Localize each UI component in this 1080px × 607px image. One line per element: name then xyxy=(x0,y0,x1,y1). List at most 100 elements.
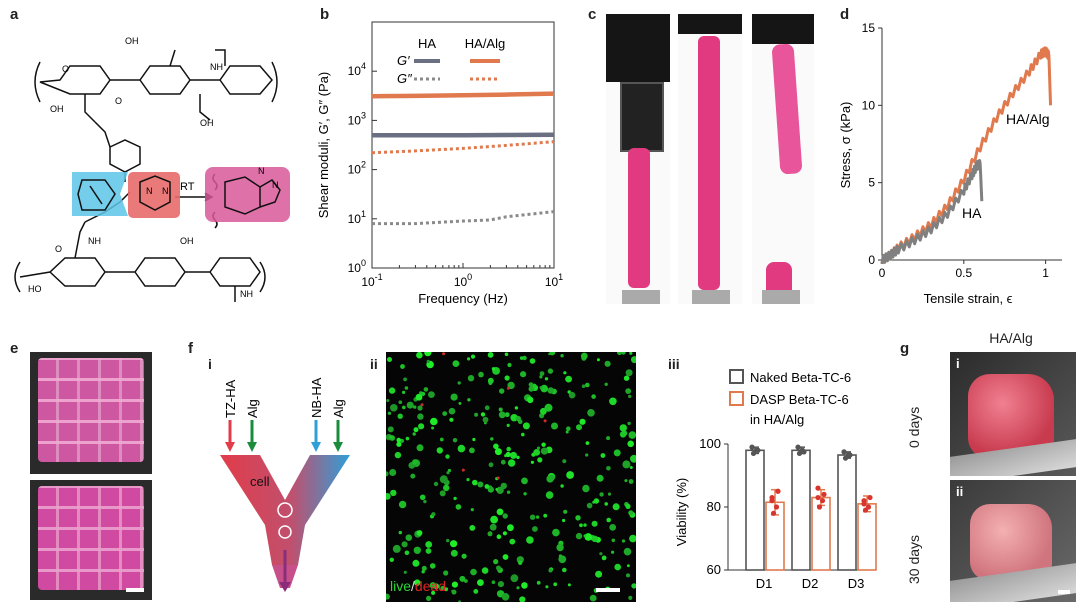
data-point xyxy=(755,447,761,453)
live-cell xyxy=(431,590,436,595)
data-point xyxy=(815,485,821,491)
live-cell xyxy=(583,523,587,527)
live-cell xyxy=(425,541,433,548)
live-cell xyxy=(428,391,435,398)
live-cell xyxy=(482,416,489,423)
live-cell xyxy=(493,559,499,565)
legend-row-gprime: G′ xyxy=(397,53,410,68)
live-cell xyxy=(390,489,397,497)
chart-d-xlabel: Tensile strain, ϵ xyxy=(924,291,1013,306)
mixing-schematic: TZ-HA Alg NB-HA Alg cell xyxy=(220,377,350,592)
chem-label: N xyxy=(162,186,169,196)
live-cell xyxy=(606,517,611,523)
live-cell xyxy=(585,453,589,457)
live-cell xyxy=(591,520,598,527)
live-cell xyxy=(544,403,553,412)
day30-label: 30 days xyxy=(906,534,922,584)
live-cell xyxy=(565,430,569,434)
live-cell xyxy=(575,515,581,521)
live-cell xyxy=(433,481,439,487)
live-cell xyxy=(505,451,511,458)
live-cell xyxy=(400,438,404,443)
panel-sub-g-i: i xyxy=(956,356,960,371)
live-cell xyxy=(613,449,621,457)
live-cell xyxy=(436,447,443,454)
dead-cell xyxy=(496,476,500,480)
dead-cell xyxy=(420,403,424,407)
live-cell xyxy=(451,581,458,588)
data-point xyxy=(801,449,807,455)
live-cell xyxy=(506,490,511,494)
chart-d-series-0 xyxy=(880,46,1053,265)
live-cell xyxy=(606,466,611,471)
chart-b-series-2 xyxy=(372,210,555,226)
live-cell xyxy=(515,415,521,422)
live-cell xyxy=(611,538,616,543)
live-cell xyxy=(604,382,608,386)
live-cell xyxy=(596,474,604,482)
live-cell xyxy=(520,371,527,378)
live-cell xyxy=(535,515,540,519)
chem-label: O xyxy=(115,96,122,106)
live-cell xyxy=(421,565,427,571)
live-cell xyxy=(410,473,416,479)
legend-row-gdoubleprime: G″ xyxy=(397,71,412,86)
live-cell xyxy=(481,567,489,574)
live-cell xyxy=(621,352,626,355)
live-cell xyxy=(584,533,593,541)
panel-g-title: HA/Alg xyxy=(989,330,1033,346)
data-point xyxy=(795,444,801,450)
live-cell xyxy=(587,409,595,417)
chart-fiii-ylabel: Viability (%) xyxy=(674,478,689,546)
live-cell xyxy=(560,354,564,358)
bar-D3-1 xyxy=(857,503,877,571)
live-cell xyxy=(405,534,413,541)
live-cell xyxy=(580,352,588,360)
live-cell xyxy=(473,589,479,594)
live-cell xyxy=(389,435,393,439)
live-cell xyxy=(467,357,471,361)
data-point xyxy=(749,444,755,450)
live-cell xyxy=(472,437,476,442)
live-cell xyxy=(442,411,448,416)
live-cell xyxy=(560,484,564,488)
live-cell xyxy=(457,381,461,385)
chart-b-ylabel: Shear moduli, G′, G″ (Pa) xyxy=(316,72,331,218)
panel-sub-g-ii: ii xyxy=(956,484,964,499)
dead-cell xyxy=(461,468,465,472)
live-cell xyxy=(453,496,457,501)
live-cell xyxy=(627,421,631,426)
live-cell xyxy=(416,530,423,536)
chem-label: OH xyxy=(125,36,139,46)
live-cell xyxy=(585,382,590,388)
live-cell xyxy=(506,423,510,427)
legend-swatch-dasp xyxy=(729,391,744,406)
live-cell xyxy=(405,436,410,441)
live-cell xyxy=(401,541,408,548)
panel-letter-g: g xyxy=(900,340,910,357)
live-cell xyxy=(548,474,555,481)
live-cell xyxy=(545,585,549,589)
live-cell xyxy=(527,396,534,404)
live-cell xyxy=(586,502,593,509)
live-cell xyxy=(596,358,600,362)
input-tz-ha-label: TZ-HA xyxy=(223,379,238,418)
live-cell xyxy=(519,596,526,602)
live-cell xyxy=(579,418,586,425)
live-cell xyxy=(413,405,417,409)
live-cell xyxy=(509,538,516,545)
live-cell xyxy=(600,453,606,458)
live-cell xyxy=(521,582,528,589)
live-cell xyxy=(412,559,420,567)
live-cell xyxy=(403,377,407,382)
live-cell xyxy=(439,475,448,484)
chem-label: NH xyxy=(240,289,253,299)
bar-D2-0 xyxy=(791,449,811,571)
live-cell xyxy=(558,554,563,558)
live-cell xyxy=(530,460,534,464)
live-cell xyxy=(536,446,541,450)
chem-label: N xyxy=(146,186,153,196)
chart-d-ylabel: Stress, σ (kPa) xyxy=(838,102,853,189)
live-cell xyxy=(498,407,503,412)
live-cell xyxy=(607,492,612,496)
